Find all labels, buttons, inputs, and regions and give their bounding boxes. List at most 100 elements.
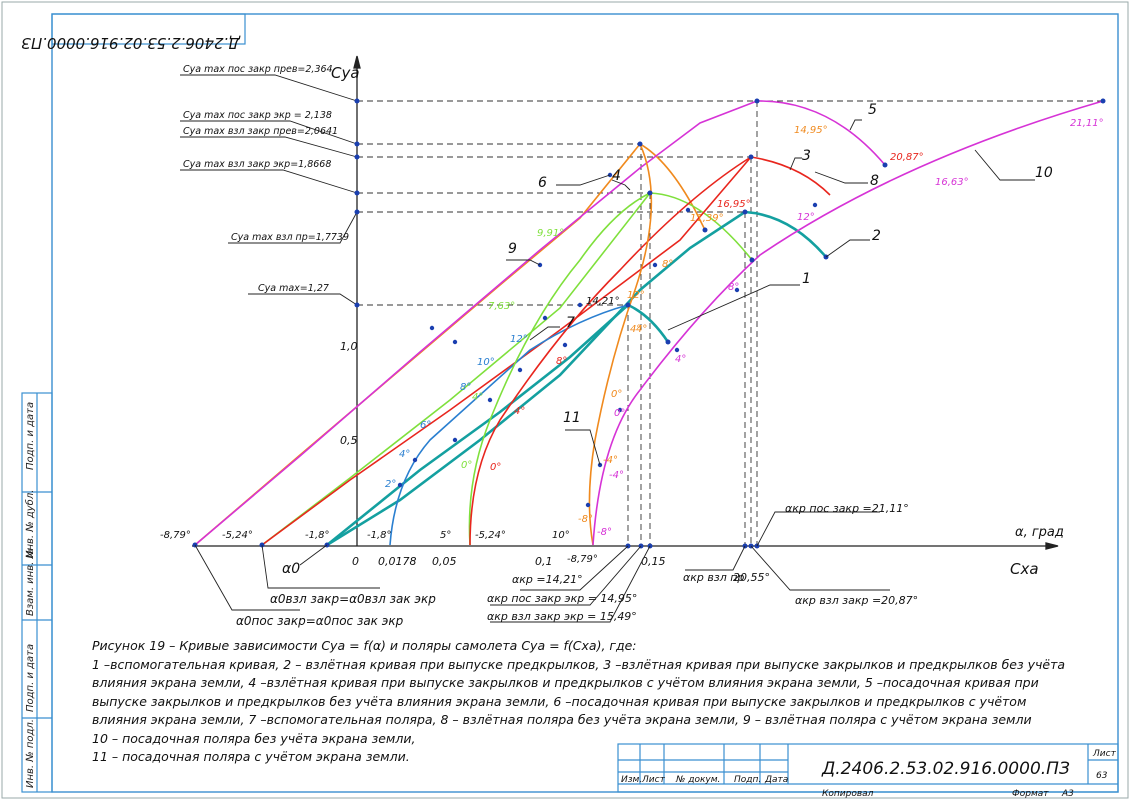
curve-1 — [326, 304, 629, 547]
angle-a24: 0° — [611, 389, 622, 400]
akr-vzl-pr-label: αкр взл пр — [683, 571, 744, 584]
angle-a8: -8,79° — [567, 554, 598, 565]
curve-11 — [588, 143, 653, 546]
label-cya-pos-prev: Cya max пос закр прев=2,364 — [183, 64, 333, 75]
curve-2-top — [744, 210, 827, 258]
angle-a14: 12° — [510, 334, 528, 345]
akr-vzl-pr-value: 20,55° — [733, 571, 770, 584]
tb-col-doc: № докум. — [675, 775, 720, 785]
akr-pos-ekr-label: αкр пос закр экр = 14,95° — [487, 592, 637, 605]
reference-lines — [357, 100, 1103, 546]
curve-1-top — [627, 303, 670, 343]
curve-number-5: 5 — [868, 102, 877, 118]
number-leaders — [506, 119, 1035, 466]
angle-a28: 12° — [627, 290, 645, 301]
curve-3 — [261, 156, 752, 546]
angle-a33: 9,91° — [537, 228, 564, 239]
figure-caption: Рисунок 19 – Кривые зависимости Cya = f(… — [92, 637, 1066, 767]
caption-line: 1 –вспомогательная кривая, 2 – взлётная … — [92, 656, 1066, 672]
angle-a29: 4° — [675, 354, 686, 365]
curve-8 — [469, 156, 752, 546]
angle-a21: -8° — [597, 527, 612, 538]
angle-a25: 0° — [614, 408, 625, 419]
angle-a9: 2° — [385, 479, 396, 490]
alpha0-label: α0 — [282, 561, 300, 577]
curve-4 — [261, 192, 651, 546]
tb-doc-code: Д.2406.2.53.02.916.0000.ПЗ — [821, 759, 1070, 779]
tb-col-podp: Подп. — [734, 775, 761, 785]
curve-6 — [194, 143, 641, 546]
curve-number-8: 8 — [870, 173, 879, 189]
y-axis-title: Cya — [331, 64, 360, 82]
curve-5 — [194, 100, 758, 546]
bottom-leaders — [194, 511, 890, 623]
angle-a23: -4° — [609, 470, 624, 481]
curve-10 — [592, 100, 1104, 546]
angle-a3: -1,8° — [305, 530, 330, 541]
angle-a20: -8° — [578, 514, 593, 525]
side-stamp-2: Инв. № дубл. — [24, 490, 36, 558]
angle-a32: 7,63° — [488, 301, 515, 312]
angle-a16: 4° — [514, 406, 525, 417]
curve-7 — [389, 304, 629, 546]
x-tick-015: 0,15 — [641, 555, 666, 568]
angle-a22: -4° — [603, 455, 618, 466]
alpha-axis-title: α, град — [1015, 525, 1064, 540]
tb-col-izm: Изм. — [621, 775, 642, 785]
angle-a13: 10° — [477, 357, 495, 368]
label-cya-vzl-ekr: Cya max взл закр экр=1,8668 — [183, 159, 331, 170]
angle-a17: 8° — [556, 356, 567, 367]
tb-sheet-num: 63 — [1096, 771, 1108, 781]
label-cya-vzl-prev: Cya max взл закр прев=2,0641 — [183, 126, 338, 137]
top-stamp-box — [51, 13, 246, 45]
angle-a31: 12° — [797, 212, 815, 223]
angle-a5: 5° — [440, 530, 451, 541]
x-axis-title: Cxa — [1010, 560, 1039, 578]
akr-pos-zakr-label: αкр пос закр =21,11° — [785, 502, 909, 515]
curve-number-9: 9 — [508, 241, 517, 257]
title-block — [617, 743, 1119, 793]
tb-format: А3 — [1061, 789, 1074, 799]
caption-line: выпуске закрылков и предкрылков без учёт… — [92, 693, 1027, 709]
alpha-vzl-label: α0взл закр=α0взл зак экр — [270, 592, 436, 606]
angle-a2: -5,24° — [222, 530, 253, 541]
axes — [192, 55, 1059, 550]
caption-line: влияния экрана земли, 7 –вспомогательная… — [92, 712, 1032, 727]
angle-a39: 16,63° — [935, 177, 969, 188]
angle-a37: 14,95° — [794, 125, 828, 136]
y-tick-05: 0,5 — [340, 434, 358, 447]
angle-a35: 11,39° — [690, 213, 724, 224]
x-tick-005: 0,05 — [432, 555, 457, 568]
alpha-pos-label: α0пос закр=α0пос зак экр — [236, 614, 404, 628]
tb-col-list: Лист — [641, 775, 666, 785]
curve-number-10: 10 — [1035, 165, 1053, 181]
angle-a15: 4° — [472, 392, 483, 403]
angle-a36: 16,95° — [717, 199, 751, 210]
label-cya-pos-ekr: Cya max пос закр экр = 2,138 — [183, 110, 332, 121]
tb-format-label: Формат — [1012, 789, 1049, 799]
angle-a27: 8° — [662, 259, 673, 270]
x-tick-01: 0,1 — [535, 555, 553, 568]
x-tick-0: 0 — [352, 555, 359, 568]
curve-9 — [468, 192, 651, 546]
label-cya-vzl-pr: Cya max взл пр=1,7739 — [231, 232, 349, 243]
tb-sheet-label: Лист — [1092, 749, 1117, 759]
y-tick-10: 1,0 — [340, 340, 358, 353]
caption-line: влияния экрана земли, 4 –взлётная кривая… — [92, 675, 1039, 690]
angle-a12: 8° — [460, 382, 471, 393]
curve-5-top — [756, 100, 886, 166]
angle-a6: -5,24° — [475, 530, 506, 541]
angle-a26: 4° — [636, 324, 647, 335]
side-stamp-4: Подп. и дата — [25, 644, 36, 712]
angle-a18: 0° — [461, 460, 472, 471]
angle-a1: -8,79° — [160, 530, 191, 541]
angle-a41: 4° — [630, 324, 641, 335]
curve-number-4: 4 — [612, 168, 621, 184]
angle-a11: 6° — [420, 420, 431, 431]
curve-2 — [326, 210, 746, 547]
side-stamp-5: Инв. № подл. — [25, 719, 36, 788]
angle-a19: 0° — [490, 462, 501, 473]
curve-number-2: 2 — [872, 228, 881, 244]
